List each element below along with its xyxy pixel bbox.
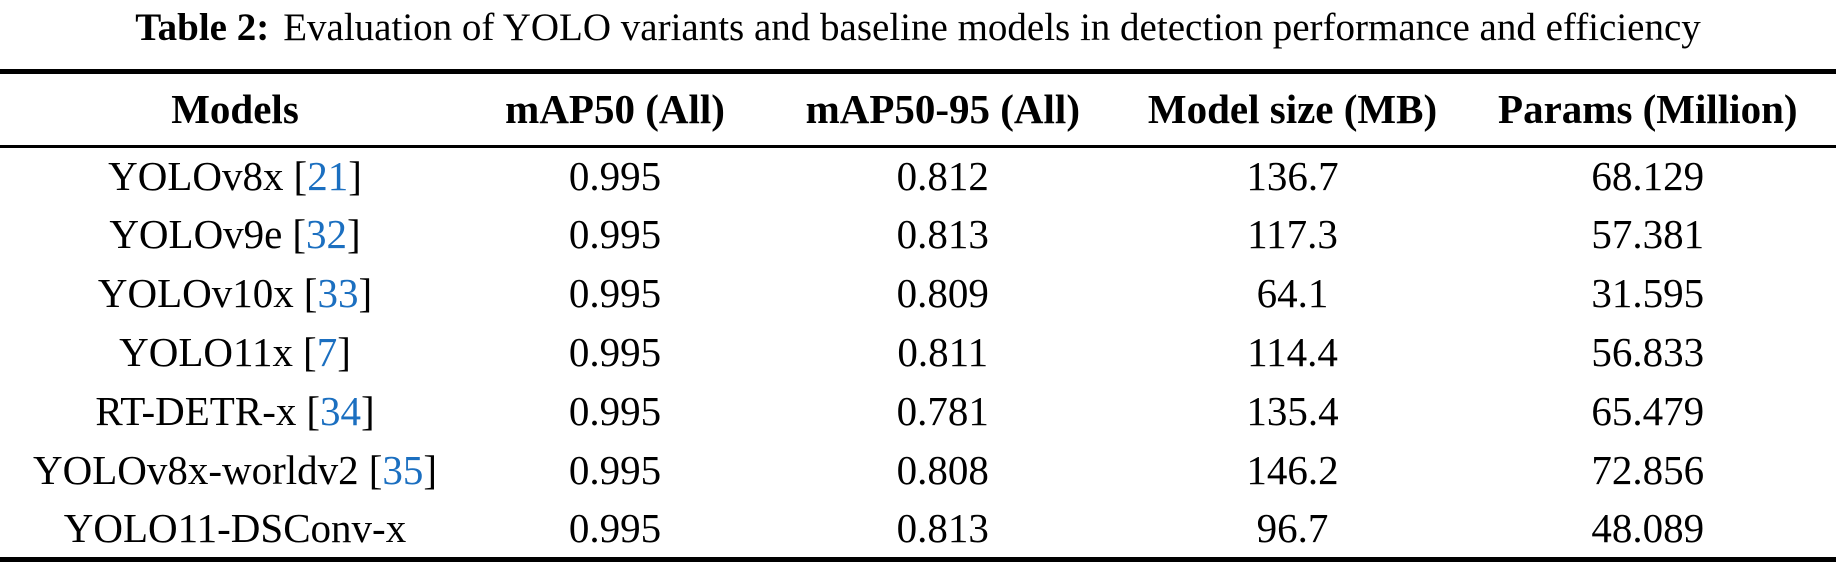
citation-link[interactable]: [34] bbox=[306, 388, 374, 434]
column-header-map50: mAP50 (All) bbox=[505, 86, 725, 133]
table-row: YOLOv8x [21] 0.995 0.812 136.7 68.129 bbox=[0, 146, 1836, 205]
column-header-model-size: Model size (MB) bbox=[1147, 86, 1438, 133]
params-cell: 65.479 bbox=[1591, 388, 1705, 435]
citation-link[interactable]: [21] bbox=[294, 153, 362, 199]
citation-open-bracket: [ bbox=[292, 211, 307, 258]
model-cell: YOLOv8x-worldv2 [35] bbox=[0, 441, 470, 500]
map50-95-cell: 0.808 bbox=[896, 447, 989, 494]
table-header-row: Models mAP50 (All) mAP50-95 (All) Model … bbox=[0, 71, 1836, 147]
model-cell: YOLOv8x [21] bbox=[0, 146, 470, 205]
map50-95-cell: 0.811 bbox=[897, 329, 989, 376]
model-name: YOLOv10x bbox=[97, 270, 294, 317]
table-row: YOLO11-DSConv-x 0.995 0.813 96.7 48.089 bbox=[0, 500, 1836, 559]
citation-link[interactable]: [33] bbox=[304, 270, 372, 316]
map50-95-cell: 0.813 bbox=[896, 505, 989, 552]
table-row: YOLO11x [7] 0.995 0.811 114.4 56.833 bbox=[0, 323, 1836, 382]
params-cell: 48.089 bbox=[1591, 505, 1705, 552]
model-size-cell: 96.7 bbox=[1256, 505, 1329, 552]
citation-open-bracket: [ bbox=[368, 447, 383, 494]
citation-close-bracket: ] bbox=[361, 388, 375, 435]
table-caption-label: Table 2: bbox=[135, 6, 270, 49]
model-name: YOLO11-DSConv-x bbox=[63, 505, 407, 552]
params-cell: 31.595 bbox=[1591, 270, 1705, 317]
citation-link[interactable]: [32] bbox=[292, 211, 360, 257]
table-caption: Table 2: Evaluation of YOLO variants and … bbox=[0, 0, 1836, 52]
map50-cell: 0.995 bbox=[568, 505, 662, 552]
model-name: RT-DETR-x bbox=[95, 388, 297, 435]
model-name: YOLOv9e bbox=[109, 211, 283, 258]
column-header-models: Models bbox=[171, 86, 299, 133]
model-size-cell: 136.7 bbox=[1246, 153, 1339, 200]
model-cell: RT-DETR-x [34] bbox=[0, 382, 470, 441]
table-row: YOLOv10x [33] 0.995 0.809 64.1 31.595 bbox=[0, 264, 1836, 323]
model-name: YOLOv8x-worldv2 bbox=[33, 447, 359, 494]
table-row: YOLOv8x-worldv2 [35] 0.995 0.808 146.2 72… bbox=[0, 441, 1836, 500]
map50-cell: 0.995 bbox=[568, 388, 662, 435]
map50-cell: 0.995 bbox=[568, 211, 662, 258]
model-size-cell: 64.1 bbox=[1256, 270, 1329, 317]
citation-number: 21 bbox=[307, 153, 349, 200]
params-cell: 57.381 bbox=[1591, 211, 1705, 258]
citation-link[interactable]: [7] bbox=[303, 329, 351, 375]
citation-close-bracket: ] bbox=[423, 447, 437, 494]
citation-number: 35 bbox=[382, 447, 424, 494]
map50-95-cell: 0.809 bbox=[896, 270, 989, 317]
citation-close-bracket: ] bbox=[358, 270, 373, 317]
params-cell: 56.833 bbox=[1591, 329, 1705, 376]
model-size-cell: 146.2 bbox=[1246, 447, 1339, 494]
map50-cell: 0.995 bbox=[568, 270, 662, 317]
model-cell: YOLO11x [7] bbox=[0, 323, 470, 382]
citation-open-bracket: [ bbox=[293, 153, 308, 200]
table-row: YOLOv9e [32] 0.995 0.813 117.3 57.381 bbox=[0, 205, 1836, 264]
citation-open-bracket: [ bbox=[306, 388, 321, 435]
model-size-cell: 135.4 bbox=[1246, 388, 1339, 435]
citation-number: 32 bbox=[306, 211, 348, 258]
citation-close-bracket: ] bbox=[347, 211, 361, 258]
map50-95-cell: 0.812 bbox=[896, 153, 989, 200]
citation-number: 33 bbox=[317, 270, 359, 317]
citation-close-bracket: ] bbox=[348, 153, 362, 200]
results-table: Models mAP50 (All) mAP50-95 (All) Model … bbox=[0, 68, 1836, 562]
map50-cell: 0.995 bbox=[568, 329, 662, 376]
column-header-map50-95: mAP50-95 (All) bbox=[805, 86, 1080, 133]
citation-link[interactable]: [35] bbox=[369, 447, 437, 493]
column-header-params: Params (Million) bbox=[1498, 86, 1798, 133]
citation-open-bracket: [ bbox=[303, 270, 318, 317]
map50-cell: 0.995 bbox=[568, 153, 662, 200]
map50-95-cell: 0.813 bbox=[896, 211, 989, 258]
model-size-cell: 117.3 bbox=[1247, 211, 1338, 258]
params-cell: 68.129 bbox=[1591, 153, 1705, 200]
model-size-cell: 114.4 bbox=[1247, 329, 1338, 376]
model-name: YOLO11x bbox=[119, 329, 294, 376]
model-cell: YOLOv9e [32] bbox=[0, 205, 470, 264]
params-cell: 72.856 bbox=[1591, 447, 1705, 494]
model-name: YOLOv8x bbox=[108, 153, 284, 200]
table-row: RT-DETR-x [34] 0.995 0.781 135.4 65.479 bbox=[0, 382, 1836, 441]
citation-number: 7 bbox=[316, 329, 338, 376]
citation-close-bracket: ] bbox=[337, 329, 351, 376]
citation-open-bracket: [ bbox=[303, 329, 317, 376]
table-caption-text: Evaluation of YOLO variants and baseline… bbox=[283, 6, 1701, 49]
citation-number: 34 bbox=[320, 388, 362, 435]
model-cell: YOLO11-DSConv-x bbox=[0, 500, 470, 559]
model-cell: YOLOv10x [33] bbox=[0, 264, 470, 323]
map50-95-cell: 0.781 bbox=[896, 388, 989, 435]
map50-cell: 0.995 bbox=[568, 447, 662, 494]
